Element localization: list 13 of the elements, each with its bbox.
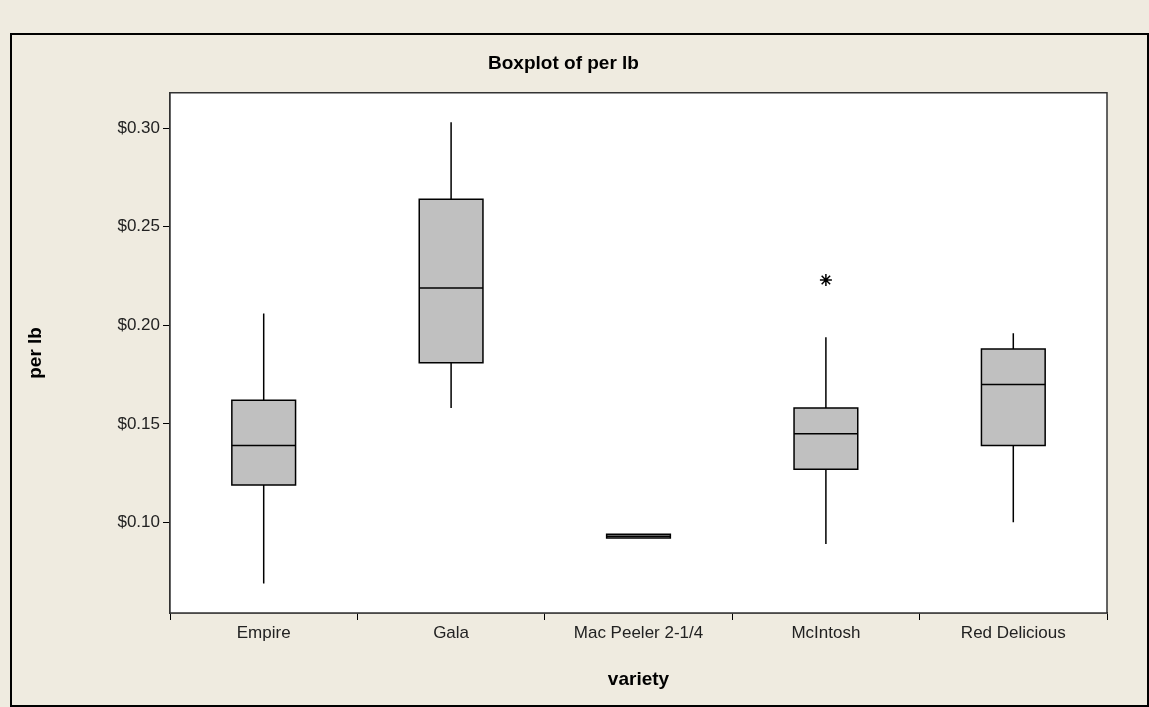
x-tick-label: McIntosh — [791, 622, 861, 642]
chart-title: Boxplot of per lb — [488, 51, 639, 73]
x-tick-label: Mac Peeler 2-1/4 — [573, 622, 704, 642]
y-tick-label: $0.20 — [117, 315, 160, 334]
y-tick-label: $0.25 — [117, 216, 160, 236]
x-axis-title: variety — [607, 667, 670, 689]
y-tick-label: $0.30 — [117, 117, 160, 137]
x-tick-label: Empire — [236, 622, 291, 642]
x-tick-label: Red Delicious — [960, 622, 1066, 642]
x-tick-label: Gala — [433, 622, 470, 642]
y-tick-label: $0.15 — [117, 413, 160, 433]
y-tick-label: $0.10 — [117, 512, 160, 532]
y-axis-title: per lb — [23, 327, 45, 379]
